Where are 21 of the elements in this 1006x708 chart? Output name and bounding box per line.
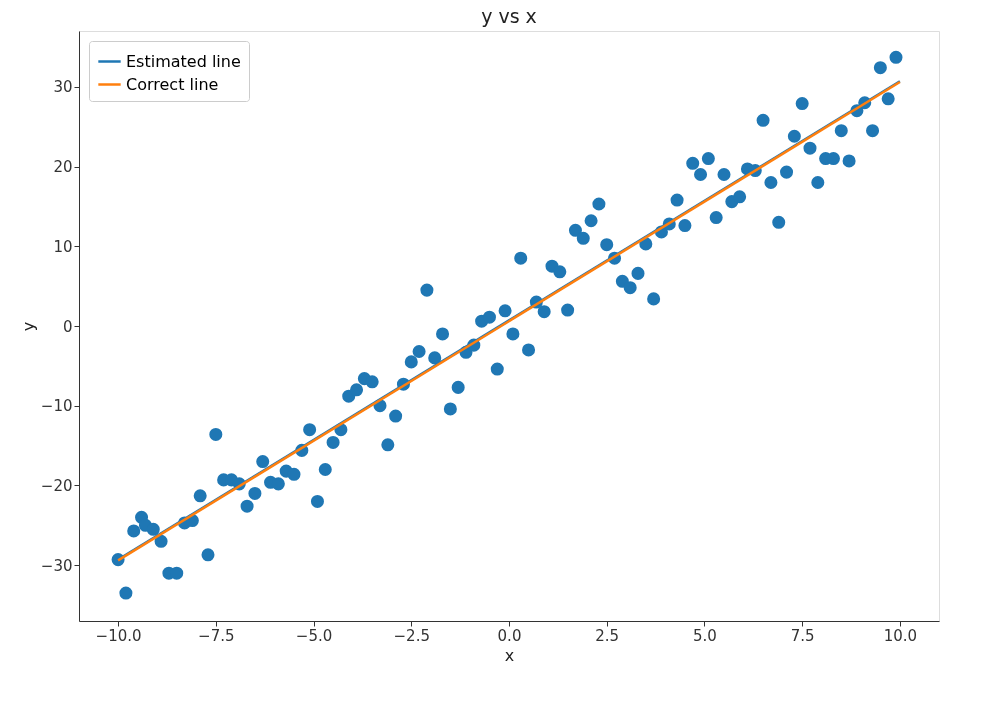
- y-tick-label: −20: [40, 476, 73, 495]
- x-tick-label: −7.5: [198, 626, 235, 645]
- x-tick-label: 0.0: [497, 626, 522, 645]
- legend-label: Correct line: [126, 74, 219, 94]
- x-tick-label: 7.5: [790, 626, 815, 645]
- x-axis-title: x: [504, 645, 515, 665]
- x-tick-label: 10.0: [883, 626, 918, 645]
- y-tick-label: −10: [40, 397, 73, 416]
- y-tick-label: 20: [53, 158, 73, 177]
- chart-title: y vs x: [481, 5, 537, 27]
- y-tick-label: 0: [62, 317, 73, 336]
- x-tick-label: 5.0: [693, 626, 717, 645]
- legend-label: Estimated line: [126, 51, 241, 71]
- y-tick-label: 30: [53, 78, 73, 97]
- x-tick-label: −2.5: [393, 626, 430, 645]
- x-tick-label: 2.5: [595, 626, 620, 645]
- y-tick-label: −30: [40, 556, 73, 575]
- y-tick-label: 10: [53, 237, 73, 256]
- y-axis-title: y: [18, 321, 38, 332]
- x-tick-label: −5.0: [295, 626, 333, 645]
- x-tick-label: −10.0: [95, 626, 142, 645]
